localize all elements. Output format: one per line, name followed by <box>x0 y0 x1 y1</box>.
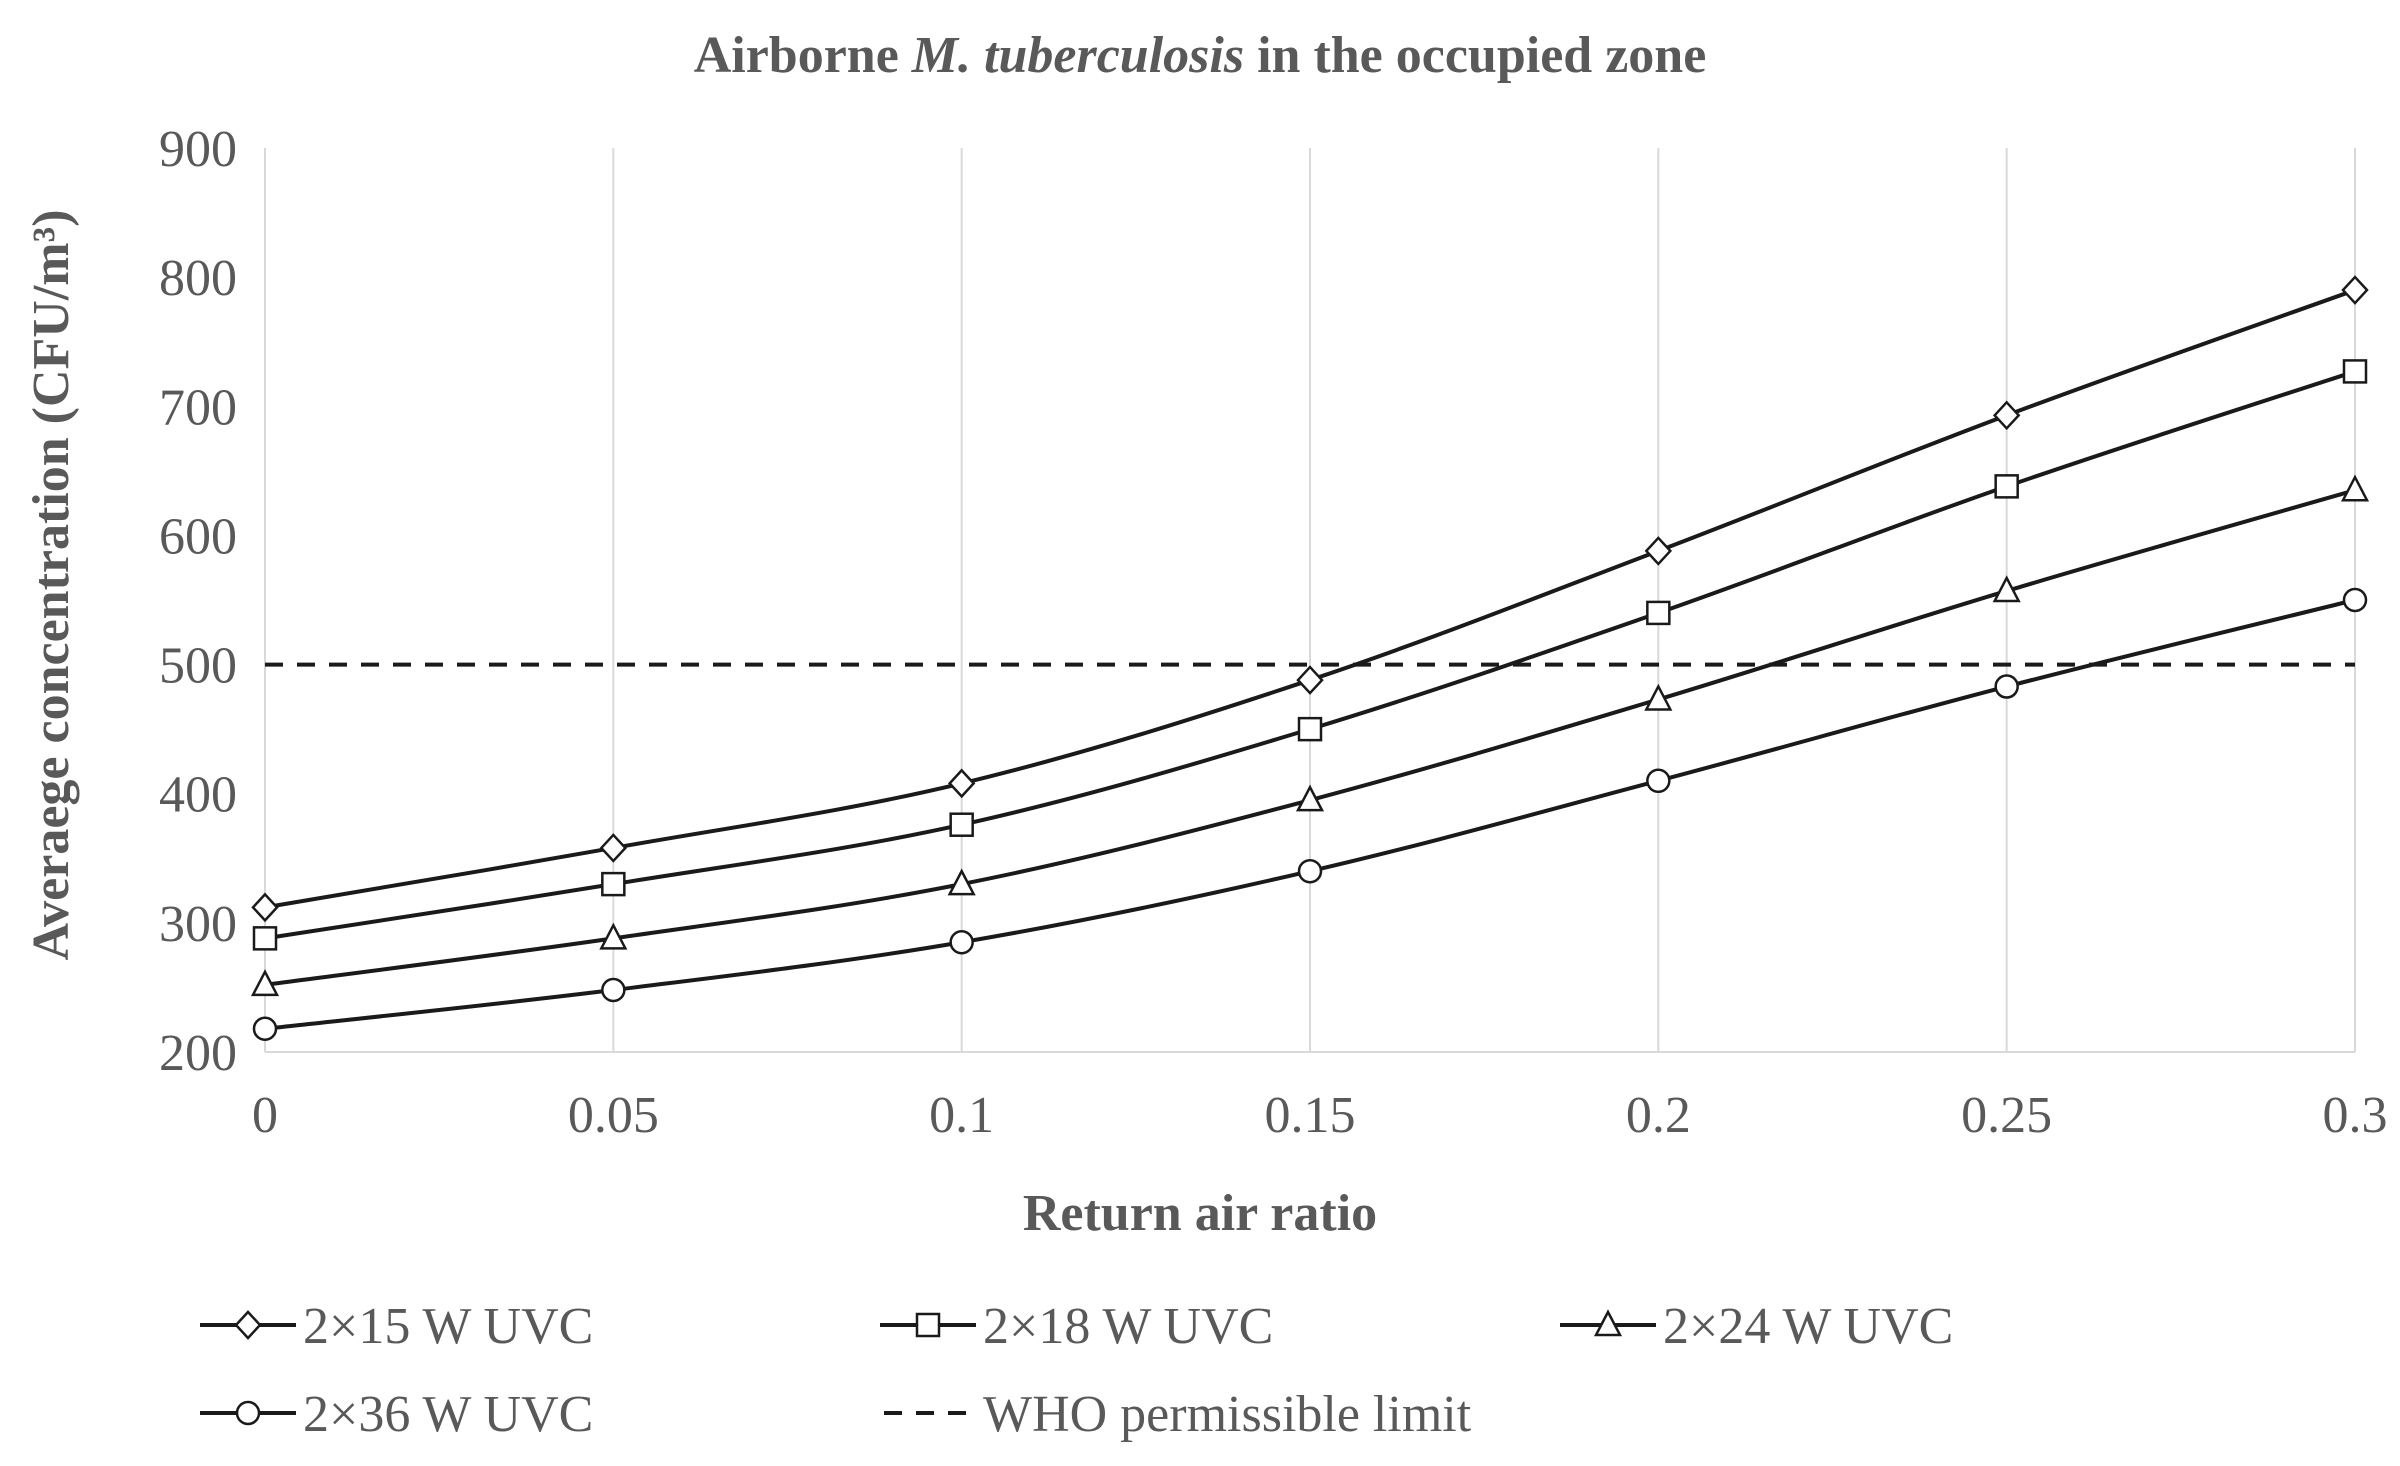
x-tick-label: 0.25 <box>1961 1087 2052 1144</box>
chart-title-suffix: in the occupied zone <box>1244 27 1706 84</box>
y-tick-label: 400 <box>159 767 237 824</box>
x-tick-label: 0.3 <box>2323 1087 2388 1144</box>
data-point-triangle <box>1295 784 1325 812</box>
legend-item: 2×15 W UVC <box>200 1298 593 1355</box>
y-tick-label: 700 <box>159 379 237 436</box>
legend-item: 2×36 W UVC <box>200 1386 593 1443</box>
series-diamond <box>251 275 2369 923</box>
legend-label: 2×24 W UVC <box>1663 1298 1953 1355</box>
data-point-square <box>1646 600 1671 626</box>
y-tick-label: 600 <box>159 508 237 565</box>
legend-label: 2×36 W UVC <box>303 1386 593 1443</box>
legend-item: WHO permissible limit <box>884 1386 1472 1443</box>
data-point-triangle <box>1992 575 2021 603</box>
data-point-diamond <box>947 768 976 799</box>
series-square <box>252 359 2368 951</box>
data-point-diamond <box>599 833 628 863</box>
data-point-triangle <box>947 868 976 896</box>
chart-title: Airborne M. tuberculosis in the occupied… <box>694 27 1707 84</box>
data-point-square <box>1994 474 2019 499</box>
x-tick-label: 0 <box>252 1087 278 1144</box>
y-tick-label: 900 <box>159 121 237 178</box>
chart-title-italic: M. tuberculosis <box>911 27 1244 84</box>
data-point-circle <box>1297 858 1323 884</box>
y-tick-label: 800 <box>159 250 237 307</box>
legend-item: 2×24 W UVC <box>1560 1298 1953 1355</box>
y-tick-labels: 200 300 400 500 600 700 800 900 <box>159 121 237 1082</box>
legend-label: WHO permissible limit <box>983 1386 1472 1443</box>
data-point-triangle <box>599 922 628 950</box>
data-point-circle <box>1646 768 1671 794</box>
legend: 2×15 W UVC 2×18 W UVC 2×24 W UVC 2×36 W UVC… <box>200 1298 1953 1443</box>
data-point-square <box>252 926 278 951</box>
legend-marker-circle <box>235 1400 261 1426</box>
y-tick-label: 200 <box>159 1025 237 1082</box>
data-point-circle <box>601 977 626 1003</box>
data-point-square <box>601 871 626 897</box>
legend-marker-square <box>915 1312 941 1338</box>
data-point-triangle <box>2340 474 2370 502</box>
legend-label: 2×15 W UVC <box>303 1298 593 1355</box>
data-point-diamond <box>1992 400 2021 431</box>
legend-marker-triangle <box>1593 1309 1623 1337</box>
y-axis-label: Averaege concentration (CFU/m³) <box>23 209 80 960</box>
chart-title-prefix: Airborne <box>694 27 912 84</box>
series-triangle <box>250 474 2370 997</box>
data-point-square <box>1297 716 1323 742</box>
data-point-circle <box>252 1016 278 1042</box>
y-tick-label: 300 <box>159 896 237 953</box>
y-tick-label: 500 <box>159 638 237 695</box>
data-point-diamond <box>2341 275 2369 305</box>
legend-marker-diamond <box>234 1310 262 1340</box>
x-tick-label: 0.2 <box>1626 1087 1691 1144</box>
data-point-square <box>2342 359 2368 384</box>
data-point-diamond <box>1644 536 1673 566</box>
x-tick-labels: 0 0.05 0.1 0.15 0.2 0.25 0.3 <box>252 1087 2388 1144</box>
data-point-diamond <box>251 892 279 923</box>
data-point-circle <box>2342 587 2368 613</box>
legend-item: 2×18 W UVC <box>880 1298 1273 1355</box>
x-tick-label: 0.1 <box>929 1087 994 1144</box>
data-point-circle <box>949 929 974 955</box>
data-point-circle <box>1994 674 2019 699</box>
x-axis-label: Return air ratio <box>1023 1185 1377 1242</box>
data-point-square <box>949 812 974 837</box>
series-group <box>250 275 2370 1042</box>
data-point-triangle <box>1644 683 1673 711</box>
data-point-diamond <box>1296 665 1324 695</box>
data-point-triangle <box>250 969 280 997</box>
x-tick-label: 0.05 <box>568 1087 659 1144</box>
x-tick-label: 0.15 <box>1265 1087 1356 1144</box>
series-circle <box>252 587 2368 1042</box>
legend-label: 2×18 W UVC <box>983 1298 1273 1355</box>
